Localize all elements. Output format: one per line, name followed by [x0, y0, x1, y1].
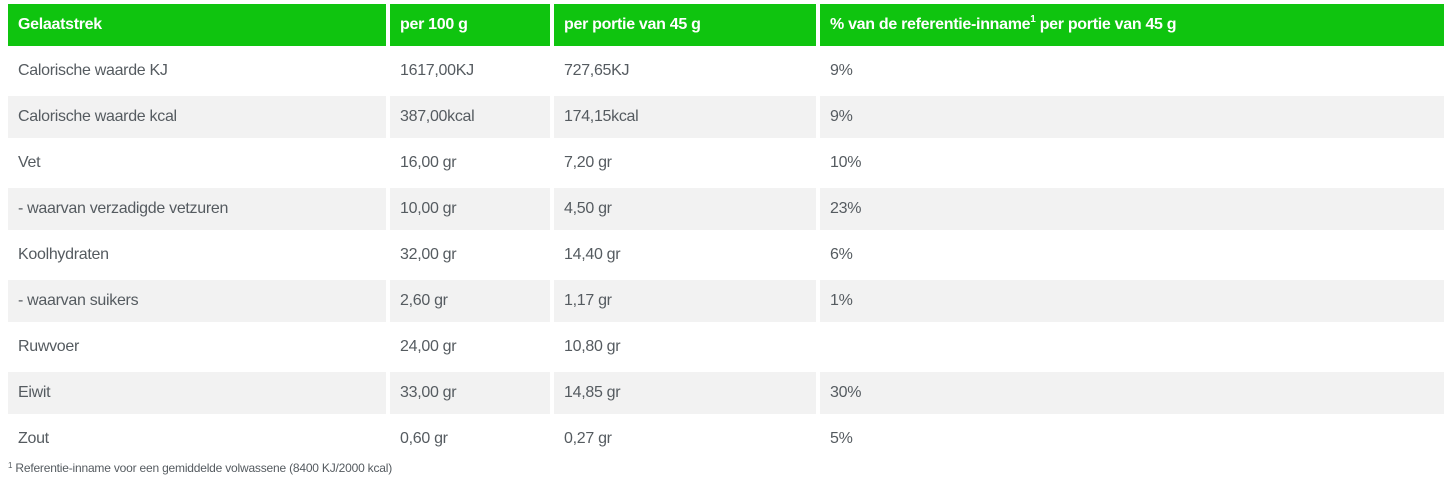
table-row: - waarvan verzadigde vetzuren 10,00 gr 4…: [8, 188, 1444, 234]
cell-portion: 727,65KJ: [554, 50, 816, 96]
cell-name: Vet: [8, 142, 386, 188]
footnote-text: Referentie-inname voor een gemiddelde vo…: [12, 461, 393, 475]
cell-ri: 1%: [820, 280, 1444, 326]
header-reference-intake: % van de referentie-inname1 per portie v…: [820, 4, 1444, 50]
cell-per100: 16,00 gr: [390, 142, 550, 188]
cell-name: - waarvan verzadigde vetzuren: [8, 188, 386, 234]
table-row: - waarvan suikers 2,60 gr 1,17 gr 1%: [8, 280, 1444, 326]
footnote-marker: 1: [8, 461, 13, 470]
cell-per100: 10,00 gr: [390, 188, 550, 234]
table-row: Vet 16,00 gr 7,20 gr 10%: [8, 142, 1444, 188]
cell-name: Ruwvoer: [8, 326, 386, 372]
table-header-row: Gelaatstrek per 100 g per portie van 45 …: [8, 4, 1444, 50]
cell-portion: 14,85 gr: [554, 372, 816, 418]
cell-ri: 30%: [820, 372, 1444, 418]
cell-portion: 4,50 gr: [554, 188, 816, 234]
cell-portion: 10,80 gr: [554, 326, 816, 372]
cell-ri: [820, 326, 1444, 372]
cell-name: Calorische waarde kcal: [8, 96, 386, 142]
header-per-100g: per 100 g: [390, 4, 550, 50]
cell-portion: 174,15kcal: [554, 96, 816, 142]
table-row: Ruwvoer 24,00 gr 10,80 gr: [8, 326, 1444, 372]
cell-name: Calorische waarde KJ: [8, 50, 386, 96]
cell-per100: 33,00 gr: [390, 372, 550, 418]
cell-name: Eiwit: [8, 372, 386, 418]
table-row: Zout 0,60 gr 0,27 gr 5%: [8, 418, 1444, 464]
header-characteristic: Gelaatstrek: [8, 4, 386, 50]
table-row: Koolhydraten 32,00 gr 14,40 gr 6%: [8, 234, 1444, 280]
cell-per100: 24,00 gr: [390, 326, 550, 372]
cell-per100: 387,00kcal: [390, 96, 550, 142]
cell-portion: 7,20 gr: [554, 142, 816, 188]
cell-ri: 6%: [820, 234, 1444, 280]
footnote: 1 Referentie-inname voor een gemiddelde …: [8, 461, 392, 475]
header-ri-footnote-marker: 1: [1030, 14, 1036, 25]
cell-name: - waarvan suikers: [8, 280, 386, 326]
cell-per100: 32,00 gr: [390, 234, 550, 280]
nutrition-table-container: Gelaatstrek per 100 g per portie van 45 …: [8, 4, 1444, 464]
header-ri-main: % van de referentie-inname: [830, 16, 1031, 33]
table-row: Calorische waarde kcal 387,00kcal 174,15…: [8, 96, 1444, 142]
cell-per100: 2,60 gr: [390, 280, 550, 326]
cell-portion: 14,40 gr: [554, 234, 816, 280]
cell-per100: 1617,00KJ: [390, 50, 550, 96]
cell-portion: 1,17 gr: [554, 280, 816, 326]
table-row: Eiwit 33,00 gr 14,85 gr 30%: [8, 372, 1444, 418]
cell-per100: 0,60 gr: [390, 418, 550, 464]
table-row: Calorische waarde KJ 1617,00KJ 727,65KJ …: [8, 50, 1444, 96]
nutrition-table: Gelaatstrek per 100 g per portie van 45 …: [4, 4, 1448, 464]
cell-ri: 9%: [820, 50, 1444, 96]
cell-ri: 5%: [820, 418, 1444, 464]
cell-ri: 23%: [820, 188, 1444, 234]
cell-ri: 10%: [820, 142, 1444, 188]
header-per-portion: per portie van 45 g: [554, 4, 816, 50]
cell-portion: 0,27 gr: [554, 418, 816, 464]
cell-name: Zout: [8, 418, 386, 464]
cell-name: Koolhydraten: [8, 234, 386, 280]
header-ri-tail: per portie van 45 g: [1035, 16, 1177, 33]
cell-ri: 9%: [820, 96, 1444, 142]
